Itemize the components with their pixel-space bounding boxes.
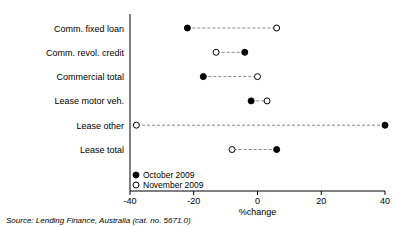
- category-label: Lease motor veh.: [54, 96, 124, 106]
- x-axis-label: %change: [239, 207, 277, 217]
- legend-marker: [133, 172, 139, 178]
- x-tick-label: 40: [380, 196, 390, 206]
- category-label: Comm. revol. credit: [46, 48, 125, 58]
- dot: [229, 147, 235, 153]
- connector: [203, 76, 257, 77]
- connector: [216, 52, 245, 53]
- connector: [187, 28, 276, 29]
- dot: [133, 122, 139, 128]
- connector: [232, 149, 277, 150]
- x-tick-label: -20: [187, 196, 200, 206]
- dot: [184, 25, 190, 31]
- dot: [213, 49, 219, 55]
- legend-label: November 2009: [143, 180, 204, 190]
- x-tick-label: -40: [123, 196, 136, 206]
- x-tick-label: 20: [316, 196, 326, 206]
- x-tick: [385, 191, 386, 195]
- legend-label: October 2009: [143, 170, 195, 180]
- dot: [382, 122, 388, 128]
- dot: [242, 49, 248, 55]
- dot: [274, 25, 280, 31]
- category-label: Lease other: [76, 121, 124, 131]
- dot: [274, 147, 280, 153]
- dot: [248, 98, 254, 104]
- category-label: Comm. fixed loan: [54, 24, 124, 34]
- connector: [136, 125, 385, 126]
- plot-area: [133, 25, 388, 153]
- x-tick: [257, 191, 258, 195]
- category-label: Lease total: [80, 145, 124, 155]
- chart: -40 -20 0 20 40 %change Comm. fixed loan Comm. …: [0, 0, 397, 227]
- x-tick: [193, 191, 194, 195]
- dot: [200, 74, 206, 80]
- source-note: Source: Lending Finance, Australia (cat.…: [6, 216, 191, 225]
- legend-marker: [133, 182, 139, 188]
- x-tick-label: 0: [255, 196, 260, 206]
- x-tick: [321, 191, 322, 195]
- dot: [264, 98, 270, 104]
- dot: [255, 74, 261, 80]
- x-tick: [130, 191, 131, 195]
- category-label: Commercial total: [56, 72, 124, 82]
- y-axis: [130, 14, 131, 191]
